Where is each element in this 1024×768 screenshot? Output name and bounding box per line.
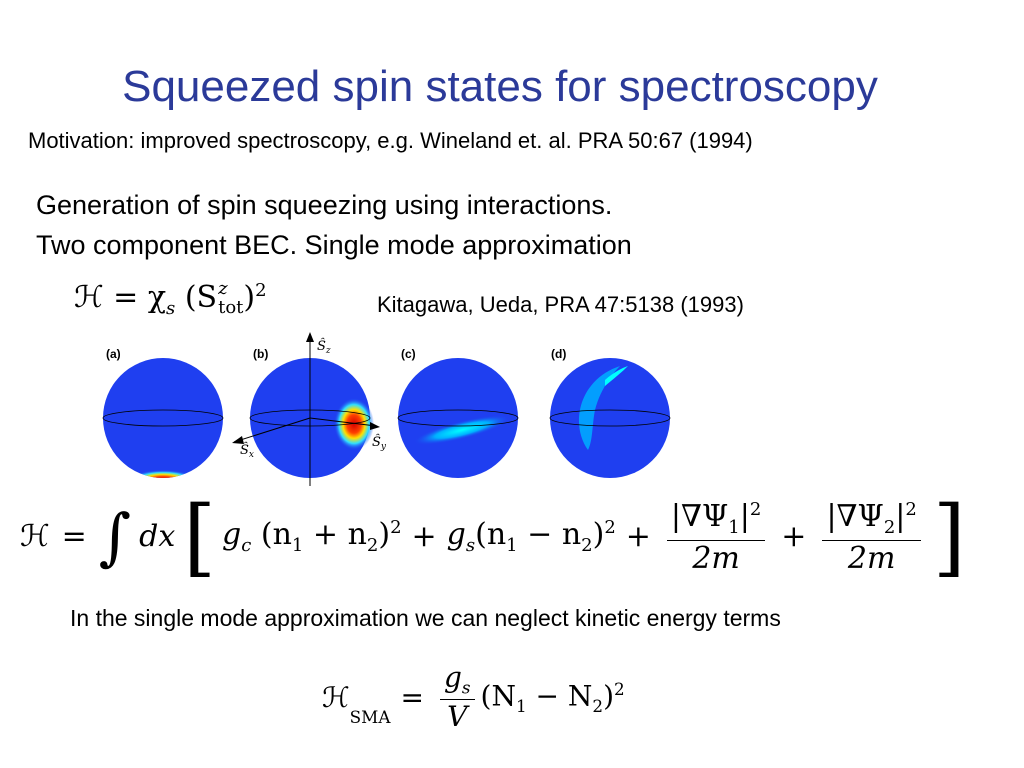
svg-text:Ŝy: Ŝy	[372, 433, 387, 452]
eq2-equals: =	[61, 519, 87, 554]
eq2-integral: ∫	[98, 500, 132, 573]
sphere-b-state	[334, 398, 374, 450]
z-axis-sub: z	[325, 346, 331, 356]
y-axis	[309, 417, 377, 427]
x-axis-label: Ŝ	[240, 441, 249, 458]
eq1-operator: (S	[184, 279, 218, 315]
eq2-dx: dx	[139, 519, 176, 554]
eq1-close: )	[243, 279, 256, 315]
label-d: (d)	[551, 347, 566, 361]
citation-text: Kitagawa, Ueda, PRA 47:5138 (1993)	[377, 292, 744, 317]
sphere-d-equator	[549, 409, 671, 427]
y-axis-label: Ŝ	[372, 433, 381, 450]
sphere-d-state	[578, 366, 620, 450]
bloch-spheres-figure: (a) Ŝz Ŝx Ŝy (b) (c) (d)	[102, 332, 671, 486]
sphere-c-equator	[397, 409, 519, 427]
eq2-gs: g	[446, 517, 466, 552]
z-axis-arrow	[306, 332, 314, 342]
label-a: (a)	[106, 347, 121, 361]
eq1-chi-sub: s	[166, 297, 176, 319]
eq2-close-bracket: ]	[932, 488, 966, 586]
full-hamiltonian: ℋ = ∫ dx [ gc (n1 + n2)2 + gs(n1 − n2)2 …	[20, 488, 966, 586]
eq3-lhs-sub: SMA	[349, 706, 391, 727]
sphere-a: (a)	[102, 347, 224, 478]
eq2-open-bracket: [	[183, 488, 217, 586]
sma-note: In the single mode approximation we can …	[70, 605, 781, 631]
slide-title: Squeezed spin states for spectroscopy	[122, 62, 878, 111]
sphere-b: Ŝz Ŝx Ŝy (b)	[232, 332, 387, 486]
sphere-c-body	[398, 358, 518, 478]
y-axis-arrow	[370, 422, 380, 430]
z-axis-label: Ŝ	[317, 337, 326, 354]
eq2-lhs: ℋ	[20, 519, 50, 554]
sphere-a-body	[103, 358, 223, 478]
kitagawa-hamiltonian: ℋ = χs (S z tot)2	[74, 278, 267, 319]
label-b: (b)	[253, 347, 268, 361]
eq3-lhs: ℋ	[322, 680, 350, 714]
eq1-lhs: ℋ = χ	[74, 279, 167, 315]
sphere-d: (d)	[549, 347, 671, 478]
sphere-c-state	[413, 415, 511, 445]
sphere-d-body	[550, 358, 670, 478]
eq2-gc: g	[222, 517, 242, 552]
motivation-text: Motivation: improved spectroscopy, e.g. …	[28, 128, 753, 153]
generation-line-2: Two component BEC. Single mode approxima…	[36, 230, 632, 260]
x-axis	[233, 417, 311, 443]
sphere-a-state	[129, 470, 197, 478]
eq1-op-sub: tot	[218, 296, 244, 318]
y-axis-sub: y	[380, 442, 387, 452]
eq1-power: 2	[255, 279, 267, 301]
x-axis-arrow	[232, 436, 244, 444]
sphere-a-equator	[102, 409, 224, 427]
svg-text:Ŝz: Ŝz	[317, 337, 331, 356]
x-axis-sub: x	[249, 450, 254, 460]
sma-hamiltonian: ℋ SMA = gs V (N1 − N2)2	[322, 661, 625, 734]
label-c: (c)	[401, 347, 416, 361]
eq2-kinetic-1: |∇Ψ1|2 2m	[666, 500, 766, 574]
generation-line-1: Generation of spin squeezing using inter…	[36, 190, 613, 220]
eq1-op-sup: z	[218, 278, 228, 299]
svg-text:Ŝx: Ŝx	[240, 441, 254, 460]
eq2-kinetic-2: |∇Ψ2|2 2m	[822, 500, 921, 574]
sphere-c: (c)	[397, 347, 519, 478]
eq3-fraction: gs V	[439, 664, 475, 731]
